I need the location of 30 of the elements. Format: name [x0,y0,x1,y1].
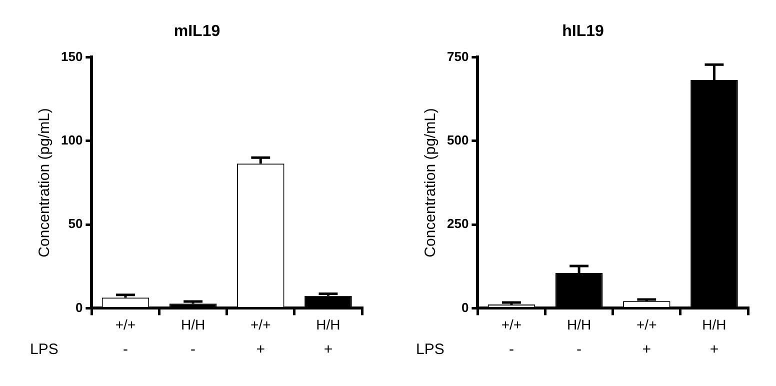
text: LPS [416,341,444,358]
text: - [508,341,514,358]
y-tick-label: 0 [75,300,83,315]
chart-title: mIL19 [174,23,220,40]
y-tick-label: 50 [68,216,83,232]
x-tick-label: H/H [566,316,592,332]
text: + [256,341,266,358]
x-tick-label: H/H [180,316,206,332]
text: - [576,341,582,358]
y-tick-label: 250 [446,216,469,232]
x-tick-label: H/H [316,316,340,332]
y-axis-title: Concentration (pg/mL) [422,108,440,258]
x-tick-label: +/+ [250,316,271,332]
y-axis-title: Concentration (pg/mL) [36,108,54,258]
y-tick-label: 500 [446,132,469,148]
text: + [710,341,719,358]
x-tick-label: +/+ [115,316,136,332]
text: + [642,341,652,358]
text: - [190,341,196,358]
y-tick-label: 100 [60,132,83,148]
y-tick-label: 750 [446,48,469,64]
y-tick-label: 0 [461,300,469,315]
text: + [324,341,333,358]
x-tick-label: H/H [702,316,726,332]
text: LPS [30,341,58,358]
x-tick-label: +/+ [501,316,522,332]
x-tick-label: +/+ [636,316,657,332]
chart-title: hIL19 [562,23,604,40]
y-tick-label: 150 [60,48,83,64]
text: - [122,341,128,358]
